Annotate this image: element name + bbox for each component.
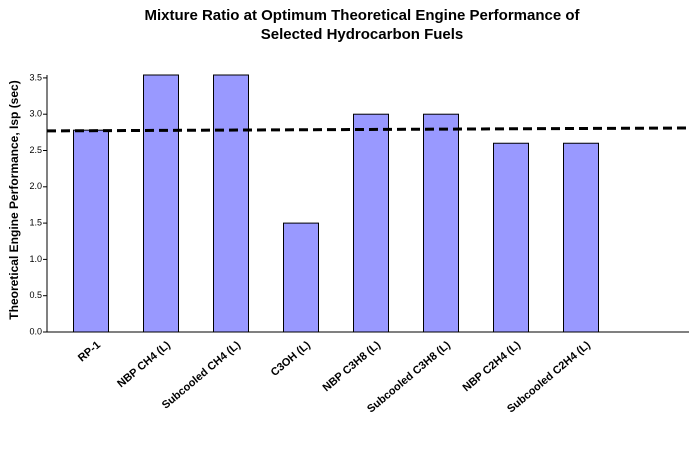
- chart-title: Mixture Ratio at Optimum Theoretical Eng…: [144, 7, 580, 24]
- x-tick-label: C3OH (L): [269, 339, 313, 379]
- y-tick-label: 3.5: [29, 72, 42, 82]
- bar: [143, 74, 179, 333]
- x-tick-label: RP-1: [76, 339, 103, 364]
- y-tick-label: 1.5: [29, 217, 42, 227]
- y-tick-label: 0.0: [29, 326, 42, 336]
- y-tick-label: 0.5: [29, 290, 42, 300]
- x-tick-label: NBP C3H8 (L): [321, 339, 384, 394]
- x-tick-label: NBP C2H4 (L): [461, 339, 524, 394]
- x-tick-label: Subcooled CH4 (L): [160, 339, 243, 412]
- y-tick-label: 2.0: [29, 181, 42, 191]
- bar: [563, 142, 599, 333]
- bar: [423, 113, 459, 333]
- bar: [353, 113, 389, 333]
- y-axis-label: Theoretical Engine Performance, Isp (sec…: [7, 80, 21, 319]
- bar: [213, 74, 249, 333]
- bar: [493, 142, 529, 333]
- x-tick-label: NBP CH4 (L): [115, 339, 173, 390]
- bar: [283, 222, 319, 333]
- chart-title: Selected Hydrocarbon Fuels: [261, 26, 464, 43]
- y-tick-label: 1.0: [29, 254, 42, 264]
- y-tick-label: 2.5: [29, 145, 42, 155]
- bar: [73, 129, 109, 333]
- y-tick-label: 3.0: [29, 109, 42, 119]
- reference-line: [46, 126, 689, 133]
